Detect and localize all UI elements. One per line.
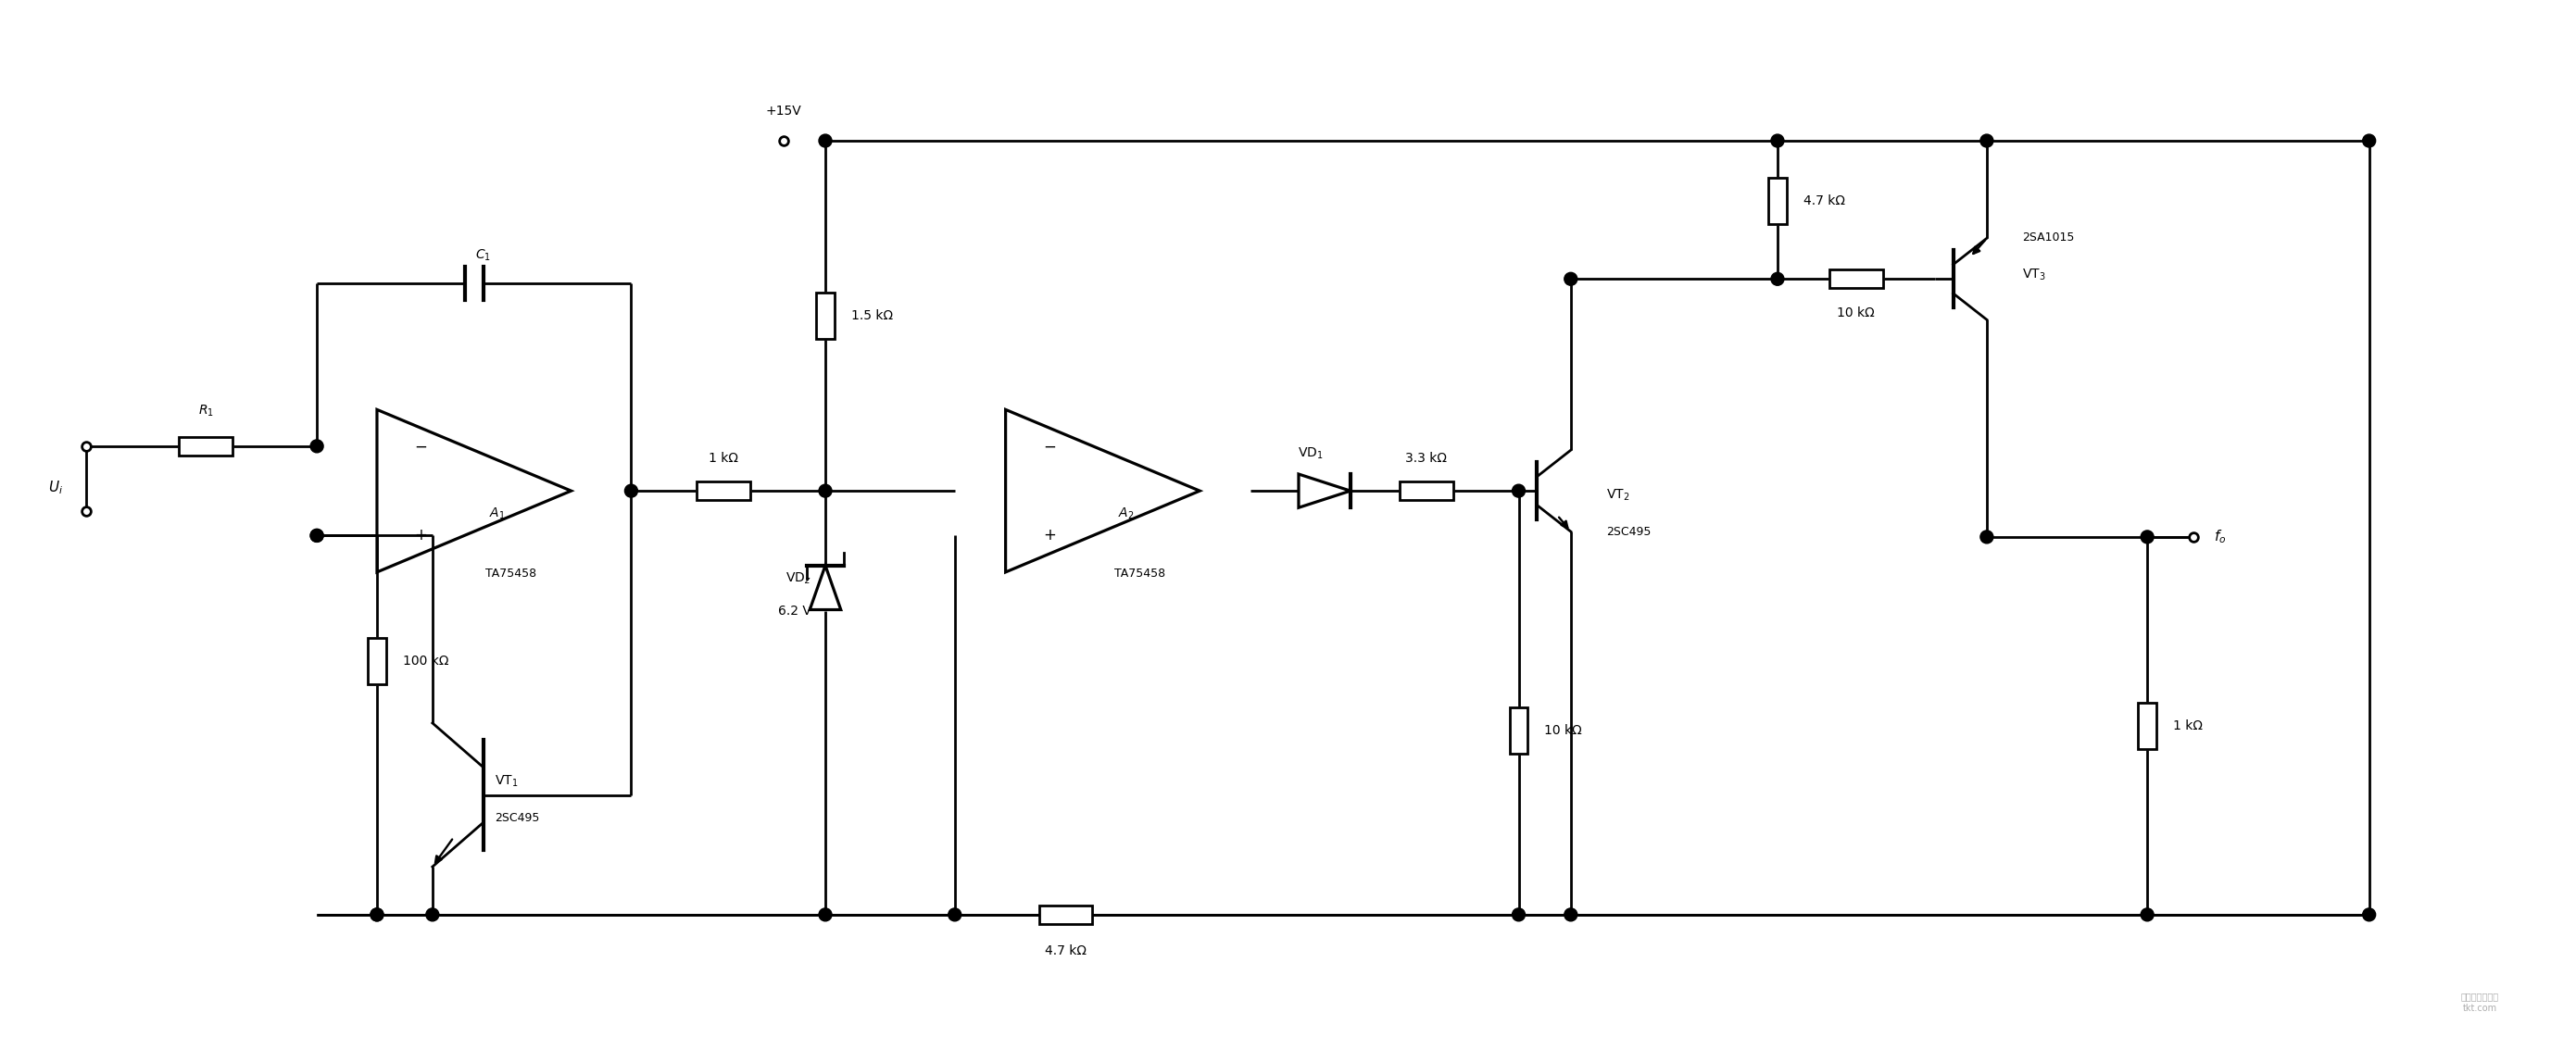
Circle shape: [1772, 273, 1785, 285]
Circle shape: [1981, 135, 1994, 147]
Bar: [2138, 703, 2156, 749]
Text: TA75458: TA75458: [1113, 568, 1164, 580]
Circle shape: [1512, 484, 1525, 498]
Bar: [698, 481, 750, 500]
Circle shape: [819, 908, 832, 921]
Text: VT$_2$: VT$_2$: [1607, 487, 1631, 503]
Circle shape: [2362, 908, 2375, 921]
Text: 2SC495: 2SC495: [495, 812, 538, 824]
Text: $U_i$: $U_i$: [49, 479, 62, 497]
Text: 1 kΩ: 1 kΩ: [2174, 720, 2202, 732]
Text: $+$: $+$: [1043, 527, 1056, 543]
Text: +15V: +15V: [765, 105, 801, 118]
Bar: [1399, 481, 1453, 500]
Text: 4.7 kΩ: 4.7 kΩ: [1046, 944, 1087, 957]
Text: $f_o$: $f_o$: [2213, 528, 2226, 545]
Bar: [368, 638, 386, 684]
Text: 2SA1015: 2SA1015: [2022, 231, 2074, 244]
Text: $A_2$: $A_2$: [1118, 506, 1133, 522]
Circle shape: [1564, 908, 1577, 921]
Bar: [817, 292, 835, 339]
Text: VT$_3$: VT$_3$: [2022, 267, 2045, 282]
Circle shape: [819, 484, 832, 498]
Bar: [1767, 177, 1788, 224]
Text: $C_1$: $C_1$: [477, 248, 492, 263]
Text: 6.2 V: 6.2 V: [778, 605, 811, 617]
Text: 10 kΩ: 10 kΩ: [1837, 307, 1875, 319]
Circle shape: [1981, 531, 1994, 543]
Circle shape: [312, 529, 325, 542]
Circle shape: [2141, 908, 2154, 921]
Text: 4.7 kΩ: 4.7 kΩ: [1803, 194, 1844, 207]
Circle shape: [371, 908, 384, 921]
Text: 1.5 kΩ: 1.5 kΩ: [850, 309, 894, 323]
Circle shape: [371, 908, 384, 921]
Text: VD$_1$: VD$_1$: [1298, 446, 1324, 461]
Text: 维库电子市场网
tkt.com: 维库电子市场网 tkt.com: [2460, 991, 2499, 1012]
Circle shape: [1512, 908, 1525, 921]
Circle shape: [626, 484, 639, 498]
Text: VD$_z$: VD$_z$: [786, 570, 811, 586]
Text: $R_1$: $R_1$: [198, 403, 214, 419]
Circle shape: [1772, 135, 1785, 147]
Circle shape: [312, 529, 325, 542]
Text: $-$: $-$: [415, 438, 428, 454]
Circle shape: [425, 908, 438, 921]
Text: 1 kΩ: 1 kΩ: [708, 452, 739, 465]
Text: VT$_1$: VT$_1$: [495, 774, 518, 789]
Text: 2SC495: 2SC495: [1607, 527, 1651, 538]
Circle shape: [312, 440, 325, 452]
Bar: [1510, 707, 1528, 754]
Text: 10 kΩ: 10 kΩ: [1546, 724, 1582, 737]
Text: $A_1$: $A_1$: [489, 506, 505, 522]
Circle shape: [2362, 135, 2375, 147]
Circle shape: [948, 908, 961, 921]
Bar: [1829, 270, 1883, 288]
Text: $+$: $+$: [415, 527, 428, 543]
Text: 100 kΩ: 100 kΩ: [402, 654, 448, 668]
Circle shape: [2141, 531, 2154, 543]
Text: $-$: $-$: [1043, 438, 1056, 454]
Circle shape: [819, 135, 832, 147]
Bar: [180, 437, 232, 455]
Text: TA75458: TA75458: [484, 568, 536, 580]
Text: 3.3 kΩ: 3.3 kΩ: [1406, 452, 1448, 465]
Circle shape: [1564, 273, 1577, 285]
Bar: [1038, 905, 1092, 924]
